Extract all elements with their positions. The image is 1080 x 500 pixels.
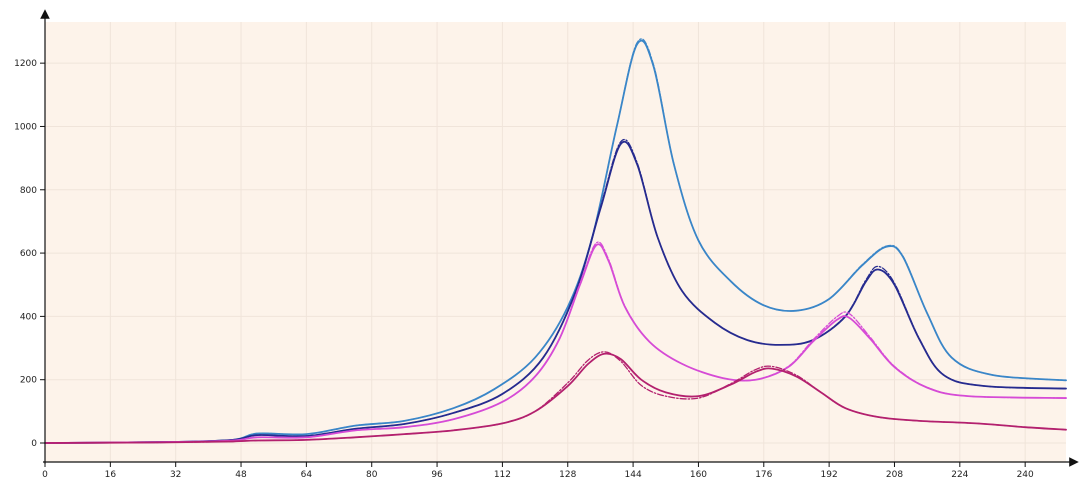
series-layer	[44, 38, 1067, 444]
axes	[40, 9, 1079, 467]
x-tick-label: 224	[951, 470, 968, 480]
y-tick-label: 400	[20, 312, 37, 322]
y-tick-label: 1200	[14, 59, 37, 69]
y-tick-label: 1000	[14, 122, 37, 132]
y-tick-label: 600	[20, 249, 37, 259]
x-tick-label: 80	[366, 470, 378, 480]
y-tick-label: 800	[20, 186, 37, 196]
x-tick-label: 32	[170, 470, 181, 480]
x-tick-label: 128	[559, 470, 576, 480]
x-tick-label: 48	[235, 470, 247, 480]
x-tick-label: 96	[431, 470, 443, 480]
y-tick-label: 0	[31, 439, 37, 449]
x-tick-label: 192	[821, 470, 838, 480]
x-tick-label: 16	[105, 470, 117, 480]
plot-background	[45, 22, 1066, 462]
x-tick-label: 112	[494, 470, 511, 480]
x-tick-label: 176	[755, 470, 772, 480]
series-line-6-dashed	[44, 241, 1067, 444]
x-tick-label: 64	[301, 470, 313, 480]
y-axis-ticks: 0 200 400 600 800 1000 1200	[14, 59, 45, 449]
x-tick-label: 160	[690, 470, 707, 480]
x-tick-label: 240	[1017, 470, 1034, 480]
x-tick-label: 0	[42, 470, 48, 480]
series-line-4-dashed	[44, 138, 1067, 444]
y-tick-label: 200	[20, 376, 37, 386]
series-line-8-dashed	[44, 351, 1067, 444]
x-tick-label: 208	[886, 470, 903, 480]
series-line-2-dashed	[44, 38, 1067, 444]
x-tick-label: 144	[625, 470, 642, 480]
x-axis-ticks: 0 16 32 48 64 80 96 112 128 144 160 176 192 208 224 240	[42, 462, 1034, 480]
